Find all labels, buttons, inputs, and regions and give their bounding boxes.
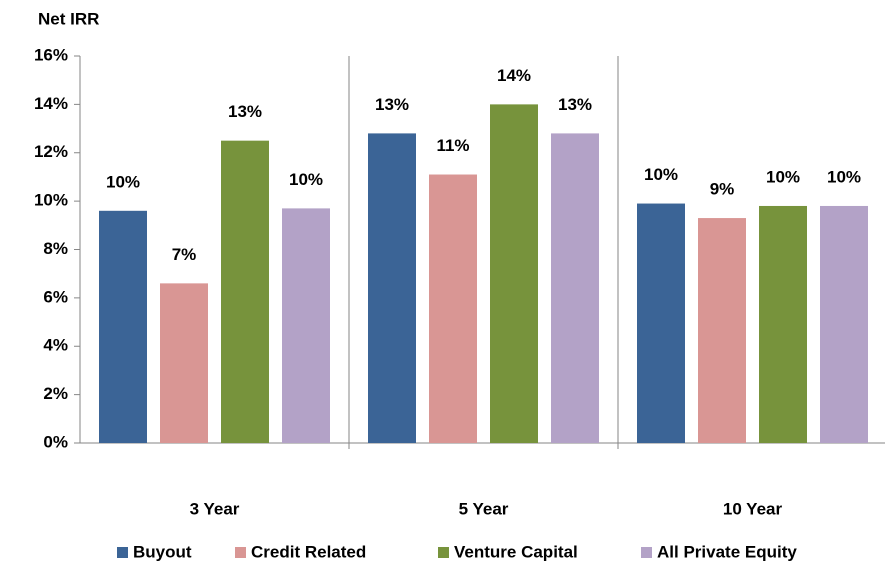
bar xyxy=(490,104,538,443)
y-tick-label: 16% xyxy=(34,45,68,64)
data-label: 10% xyxy=(289,170,323,189)
data-label: 14% xyxy=(497,66,531,85)
bar xyxy=(99,210,147,443)
y-tick-label: 0% xyxy=(43,432,68,451)
x-tick-label: 5 Year xyxy=(459,499,509,518)
data-label: 13% xyxy=(375,95,409,114)
bar xyxy=(698,218,746,443)
data-label: 10% xyxy=(106,172,140,191)
y-tick-label: 2% xyxy=(43,384,68,403)
bar xyxy=(160,283,208,443)
y-tick-label: 10% xyxy=(34,191,68,210)
y-tick-label: 12% xyxy=(34,142,68,161)
y-tick-label: 4% xyxy=(43,336,68,355)
legend-label: Credit Related xyxy=(251,542,366,561)
legend-label: Venture Capital xyxy=(454,542,578,561)
x-tick-label: 3 Year xyxy=(190,499,240,518)
bar xyxy=(282,208,330,443)
data-label: 13% xyxy=(558,95,592,114)
legend-label: Buyout xyxy=(133,542,192,561)
legend-swatch xyxy=(117,547,128,558)
bar xyxy=(759,205,807,443)
data-label: 10% xyxy=(827,167,861,186)
data-label: 10% xyxy=(644,165,678,184)
y-tick-label: 14% xyxy=(34,94,68,113)
y-axis-title: Net IRR xyxy=(38,9,99,28)
data-label: 9% xyxy=(710,180,735,199)
bar xyxy=(637,203,685,443)
legend-label: All Private Equity xyxy=(657,542,797,561)
data-label: 10% xyxy=(766,167,800,186)
bar xyxy=(221,140,269,443)
y-tick-label: 6% xyxy=(43,287,68,306)
data-label: 13% xyxy=(228,102,262,121)
bar xyxy=(551,133,599,443)
bar xyxy=(820,205,868,443)
bar xyxy=(429,174,477,444)
legend-swatch xyxy=(438,547,449,558)
bar xyxy=(368,133,416,443)
y-tick-label: 8% xyxy=(43,239,68,258)
data-label: 11% xyxy=(436,136,469,155)
data-label: 7% xyxy=(172,245,197,264)
legend-swatch xyxy=(235,547,246,558)
legend-swatch xyxy=(641,547,652,558)
x-tick-label: 10 Year xyxy=(723,499,783,518)
